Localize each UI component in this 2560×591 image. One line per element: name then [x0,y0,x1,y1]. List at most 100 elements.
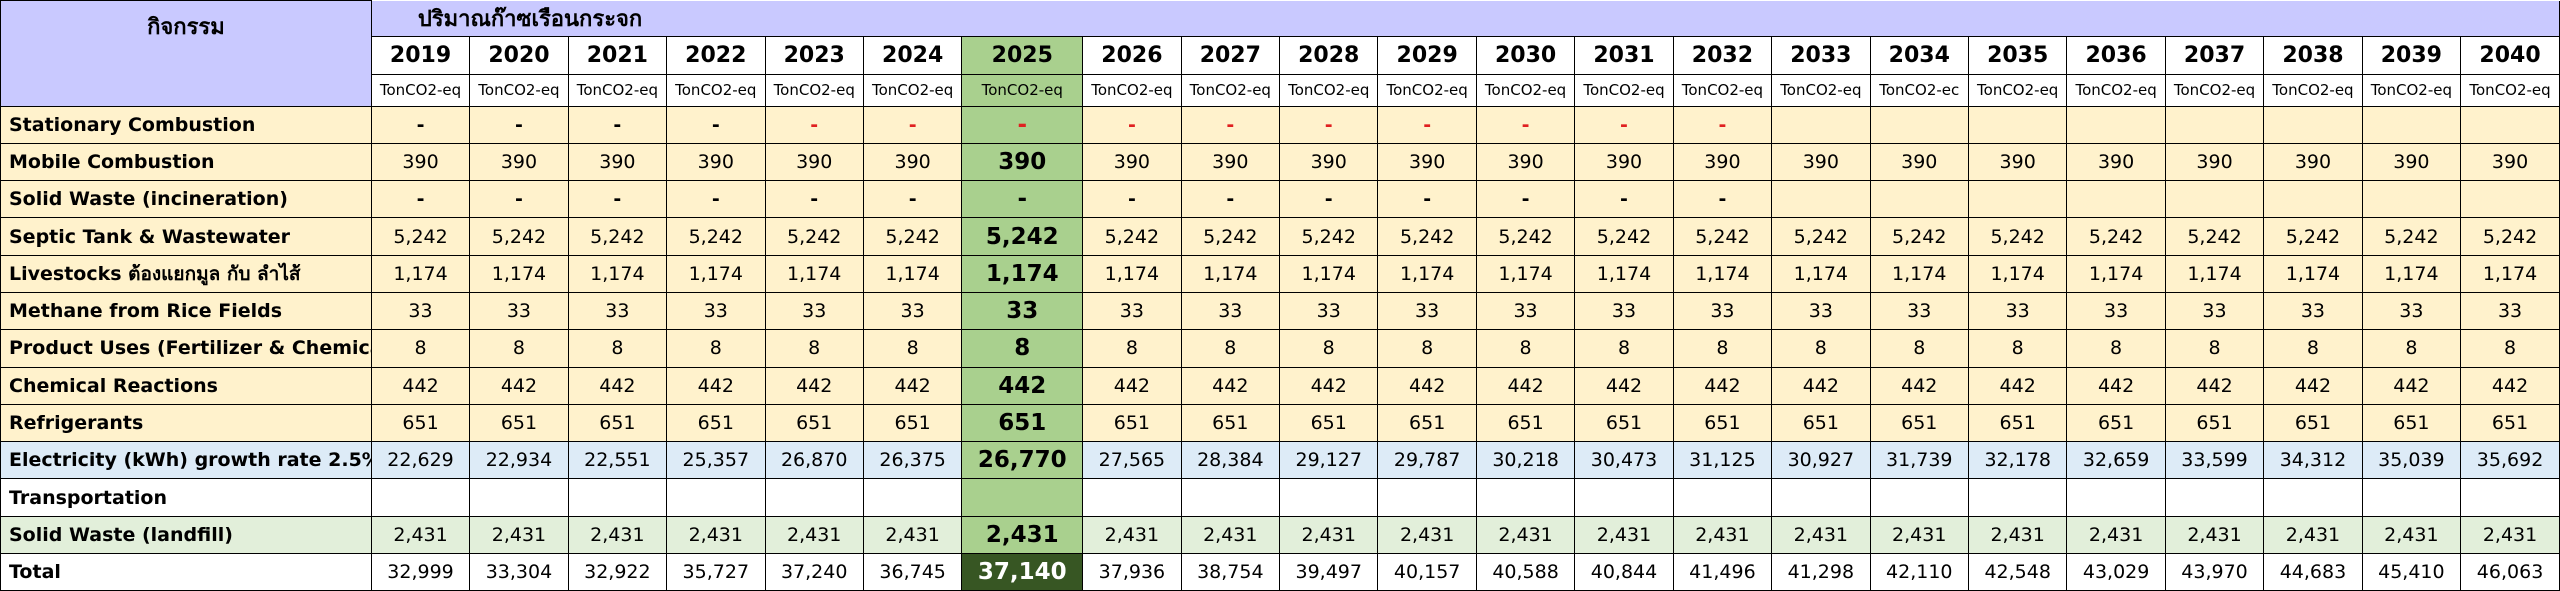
table-cell: 44,683 [2263,553,2363,591]
table-cell [2164,478,2265,517]
row-label: Transportation [0,478,372,517]
table-cell: 35,692 [2460,441,2560,480]
table-cell: 33 [961,291,1084,331]
table-cell: 43,970 [2164,553,2265,591]
year-header: 2040 [2460,35,2560,75]
table-cell: 5,242 [764,217,864,256]
table-cell: 34,312 [2263,441,2363,480]
table-cell: 42,548 [1967,553,2068,591]
table-cell: 1,174 [1967,254,2068,293]
table-cell: 1,174 [1475,254,1576,293]
table-cell: 651 [2263,403,2363,443]
row-label: Septic Tank & Wastewater [0,217,372,256]
table-cell: 1,174 [2460,254,2560,293]
row-label: Product Uses (Fertilizer & Chemicals [0,329,372,368]
table-cell: 32,922 [567,553,668,591]
table-cell: 651 [666,403,766,443]
table-cell: 33 [1869,291,1969,331]
table-cell: 651 [1672,403,1773,443]
table-cell: 8 [862,329,963,368]
row-label: Stationary Combustion [0,105,372,144]
table-cell: 8 [764,329,864,368]
table-cell: 390 [862,142,963,182]
table-cell: 8 [2066,329,2166,368]
table-cell: 8 [469,329,569,368]
row-label: Solid Waste (landfill) [0,515,372,555]
table-row: Total 32,999 33,304 32,922 35,727 37,240 36,74… [0,553,2560,591]
table-row: Solid Waste (landfill) 2,431 2,431 2,431 2,4… [0,515,2560,555]
unit-header: TonCO2-eq [2361,73,2462,107]
table-cell: 390 [1672,142,1773,182]
table-cell: 2,431 [2164,515,2265,555]
table-cell: 2,431 [862,515,963,555]
table-cell [1771,478,1871,517]
year-header: 2036 [2066,35,2166,75]
table-cell [1475,478,1576,517]
table-cell: 33 [2460,291,2560,331]
table-cell [2361,105,2462,144]
table-cell [370,478,471,517]
table-cell: 5,242 [1475,217,1576,256]
table-cell [666,478,766,517]
table-cell: 8 [1869,329,1969,368]
table-cell: - [1279,180,1379,219]
table-cell: - [764,105,864,144]
unit-header: TonCO2-eq [1574,73,1674,107]
table-cell: 33 [2263,291,2363,331]
table-cell: 442 [1377,366,1477,405]
table-cell: 651 [2066,403,2166,443]
table-cell: 651 [1475,403,1576,443]
table-cell: 651 [1574,403,1674,443]
year-header: 2026 [1082,35,1182,75]
table-cell: 30,218 [1475,441,1576,480]
year-header: 2032 [1672,35,1773,75]
table-row: Mobile Combustion 390 390 390 390 390 390 390 39… [0,142,2560,182]
table-cell: 390 [2164,142,2265,182]
table-cell [1967,478,2068,517]
table-cell: 390 [1082,142,1182,182]
table-cell: 1,174 [567,254,668,293]
table-cell: 1,174 [2164,254,2265,293]
table-cell: 1,174 [469,254,569,293]
table-cell: 8 [1771,329,1871,368]
table-cell: 390 [2361,142,2462,182]
table-cell: 33 [2361,291,2462,331]
table-cell: 651 [1967,403,2068,443]
table-cell: 390 [1869,142,1969,182]
table-cell: 390 [370,142,471,182]
table-cell [1869,105,1969,144]
unit-header: TonCO2-eq [2066,73,2166,107]
year-header: 2023 [764,35,864,75]
table-cell: 1,174 [666,254,766,293]
table-cell: 390 [567,142,668,182]
table-cell: 1,174 [1082,254,1182,293]
table-cell: 5,242 [1377,217,1477,256]
year-header: 2019 [370,35,471,75]
table-cell: 651 [1082,403,1182,443]
table-cell: - [567,180,668,219]
table-cell: 8 [2460,329,2560,368]
table-cell: 33 [1771,291,1871,331]
table-cell: 33 [1279,291,1379,331]
table-cell: 442 [567,366,668,405]
table-cell: 651 [2164,403,2265,443]
table-row: Product Uses (Fertilizer & Chemicals 8 8 8 8… [0,329,2560,368]
table-cell: 37,140 [961,553,1084,591]
table-cell: 33,599 [2164,441,2265,480]
table-cell: 651 [862,403,963,443]
unit-header: TonCO2-eq [862,73,963,107]
table-cell [1180,478,1281,517]
year-header: 2028 [1279,35,1379,75]
table-cell: 32,999 [370,553,471,591]
year-header: 2022 [666,35,766,75]
table-cell: - [1672,105,1773,144]
table-cell: 651 [961,403,1084,443]
table-cell [1771,105,1871,144]
table-cell [1869,478,1969,517]
table-cell: 40,844 [1574,553,1674,591]
table-cell: 22,629 [370,441,471,480]
table-cell: 5,242 [1279,217,1379,256]
unit-header: TonCO2-eq [1082,73,1182,107]
table-cell: 442 [2263,366,2363,405]
table-cell: - [370,105,471,144]
